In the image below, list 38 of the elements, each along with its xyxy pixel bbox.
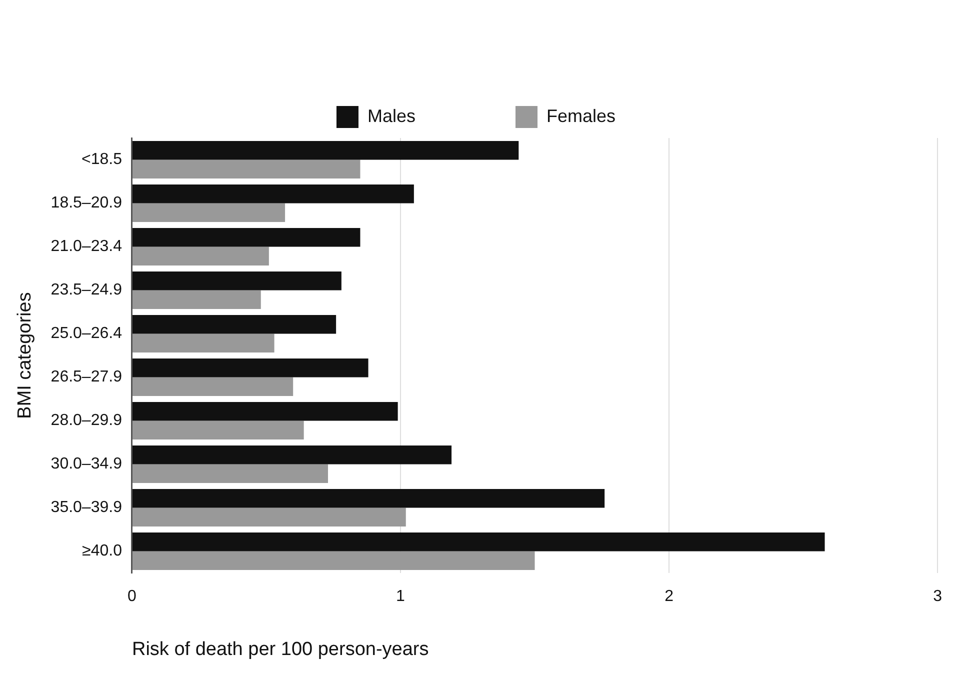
bar (132, 532, 825, 552)
bar (132, 420, 304, 440)
y-tick-label: 21.0–23.4 (50, 238, 122, 256)
bar (132, 246, 269, 266)
y-tick-label: 25.0–26.4 (50, 325, 122, 342)
bar (132, 334, 274, 352)
bar (132, 551, 535, 570)
bar (132, 315, 336, 334)
bar (132, 228, 360, 247)
x-axis-title: Risk of death per 100 person-years (132, 638, 429, 660)
y-tick-label: 18.5–20.9 (50, 194, 122, 212)
bar (132, 203, 286, 222)
bar (132, 272, 342, 290)
y-tick-label: 28.0–29.9 (50, 412, 122, 430)
bar (132, 402, 398, 421)
x-tick-label: 1 (396, 588, 406, 606)
bar (132, 377, 294, 396)
bar (132, 446, 452, 464)
bar (132, 141, 519, 160)
legend-label: Males (367, 106, 416, 126)
x-tick-label: 0 (128, 588, 137, 606)
y-tick-label: 26.5–27.9 (50, 368, 122, 386)
bar (132, 508, 406, 526)
legend-label: Females (546, 106, 616, 126)
bar (132, 160, 360, 178)
y-tick-label: <18.5 (81, 151, 122, 168)
x-tick-label: 2 (664, 588, 674, 606)
y-tick-label: 35.0–39.9 (50, 499, 122, 516)
y-axis-title: BMI categories (14, 292, 36, 419)
bar (132, 464, 328, 483)
y-tick-label: 23.5–24.9 (50, 282, 122, 299)
bar (132, 290, 261, 309)
x-tick-label: 3 (933, 588, 942, 606)
y-tick-label: 30.0–34.9 (50, 456, 122, 473)
y-tick-label: ≥40.0 (82, 542, 122, 560)
bar (132, 184, 414, 204)
bar (132, 358, 368, 378)
bar (132, 489, 605, 508)
